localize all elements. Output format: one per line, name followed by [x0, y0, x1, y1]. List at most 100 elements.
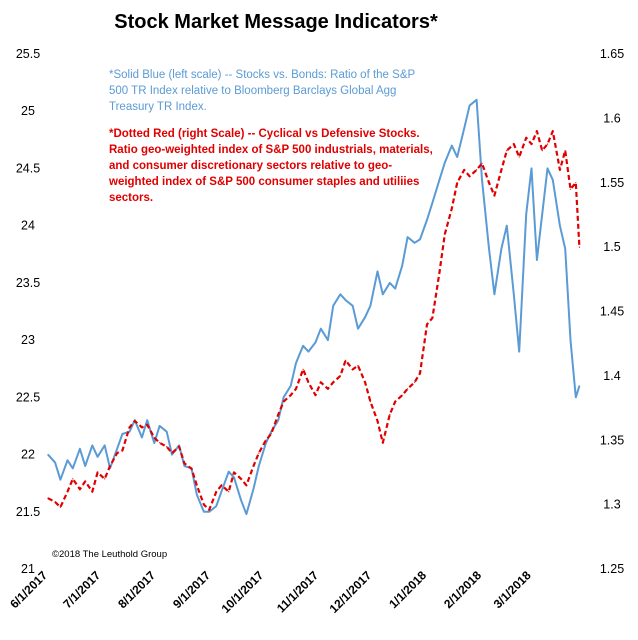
data-point-blue: [506, 225, 508, 227]
data-point-blue: [320, 328, 322, 330]
data-point-red: [91, 491, 93, 493]
data-point-blue: [513, 293, 515, 295]
annotation-red-line: weighted index of S&P 500 consumer stapl…: [108, 176, 419, 188]
data-point-blue: [345, 299, 347, 301]
data-point-red: [382, 442, 384, 444]
left-tick-label: 22.5: [16, 390, 40, 404]
data-point-blue: [245, 513, 247, 515]
data-point-red: [233, 471, 235, 473]
data-point-red: [463, 169, 465, 171]
data-point-blue: [451, 145, 453, 147]
data-point-blue: [541, 213, 543, 215]
data-point-red: [481, 162, 483, 164]
data-point-blue: [369, 305, 371, 307]
x-tick-label: 8/1/2017: [115, 568, 158, 611]
data-point-red: [240, 478, 242, 480]
annotation-red-line: sectors.: [109, 192, 153, 204]
data-point-red: [290, 394, 292, 396]
data-point-red: [134, 420, 136, 422]
data-point-blue: [407, 236, 409, 238]
data-point-blue: [401, 265, 403, 267]
data-point-blue: [376, 270, 379, 272]
data-point-blue: [59, 479, 62, 481]
data-point-blue: [530, 167, 533, 169]
data-point-blue: [536, 259, 538, 261]
chart-title: Stock Market Message Indicators*: [114, 11, 438, 33]
left-tick-label: 22: [21, 448, 35, 462]
data-point-red: [221, 484, 223, 486]
left-tick-label: 21.5: [16, 505, 40, 519]
data-point-red: [153, 437, 155, 439]
data-point-blue: [481, 179, 483, 181]
data-point-blue: [327, 339, 329, 341]
data-point-red: [569, 188, 572, 190]
data-point-red: [277, 413, 279, 416]
data-point-red: [116, 452, 118, 454]
right-tick-label: 1.5: [603, 240, 620, 254]
data-point-red: [208, 509, 210, 511]
data-point-red: [171, 452, 173, 454]
left-tick-label: 21: [21, 562, 35, 576]
data-point-red: [389, 413, 391, 416]
data-point-blue: [84, 465, 86, 467]
annotation-blue-line: 500 TR Index relative to Bloomberg Barcl…: [109, 85, 396, 97]
data-point-red: [302, 368, 304, 370]
data-point-blue: [66, 459, 69, 461]
data-point-red: [476, 169, 478, 171]
data-point-blue: [569, 339, 572, 341]
data-point-red: [146, 424, 148, 426]
data-point-blue: [72, 467, 74, 469]
right-tick-label: 1.55: [600, 176, 624, 190]
data-point-red: [320, 381, 322, 383]
x-tick-label: 11/1/2017: [274, 568, 321, 615]
data-point-blue: [552, 179, 554, 181]
data-point-red: [97, 471, 99, 473]
annotation-blue-line: Treasury TR Index.: [109, 101, 207, 113]
data-point-red: [575, 182, 577, 184]
data-point-blue: [228, 471, 230, 473]
right-tick-label: 1.4: [603, 369, 620, 383]
data-point-red: [456, 182, 458, 184]
data-point-red: [559, 169, 561, 171]
data-point-blue: [493, 293, 495, 295]
data-point-blue: [564, 248, 566, 250]
data-point-red: [203, 504, 205, 506]
data-point-blue: [116, 448, 118, 450]
data-point-blue: [203, 511, 205, 513]
data-point-red: [444, 233, 446, 235]
data-point-blue: [444, 162, 446, 164]
x-axis: 6/1/2017 7/1/2017 8/1/2017 9/1/2017 10/1/201…: [7, 568, 534, 616]
data-point-red: [431, 317, 433, 319]
data-point-red: [215, 491, 217, 493]
x-tick-label: 3/1/2018: [491, 568, 534, 611]
data-point-red: [394, 401, 396, 403]
data-point-blue: [277, 419, 279, 421]
x-tick-label: 7/1/2017: [60, 568, 103, 611]
data-point-red: [159, 442, 161, 444]
data-point-red: [121, 449, 123, 452]
data-point-red: [407, 388, 409, 390]
data-point-blue: [559, 225, 561, 227]
data-point-red: [578, 246, 581, 248]
data-point-blue: [352, 305, 354, 307]
data-point-blue: [314, 341, 317, 343]
right-tick-label: 1.3: [603, 498, 620, 512]
data-point-red: [369, 401, 371, 403]
data-point-red: [546, 143, 549, 145]
data-point-blue: [215, 505, 217, 507]
data-point-blue: [252, 488, 255, 490]
data-point-red: [564, 150, 566, 152]
data-point-blue: [456, 156, 458, 158]
data-point-red: [245, 484, 247, 486]
data-point-red: [339, 375, 341, 377]
data-point-red: [493, 195, 495, 197]
annotation-blue-line: *Solid Blue (left scale) -- Stocks vs. B…: [109, 69, 415, 81]
data-point-blue: [476, 99, 478, 101]
right-axis: 1.25 1.3 1.35 1.4 1.45 1.5 1.55 1.6 1.65: [600, 47, 624, 576]
data-point-blue: [382, 293, 384, 295]
data-point-red: [414, 381, 416, 383]
data-point-blue: [283, 396, 285, 398]
x-tick-label: 1/1/2018: [386, 568, 429, 611]
x-tick-label: 10/1/2017: [219, 568, 267, 616]
